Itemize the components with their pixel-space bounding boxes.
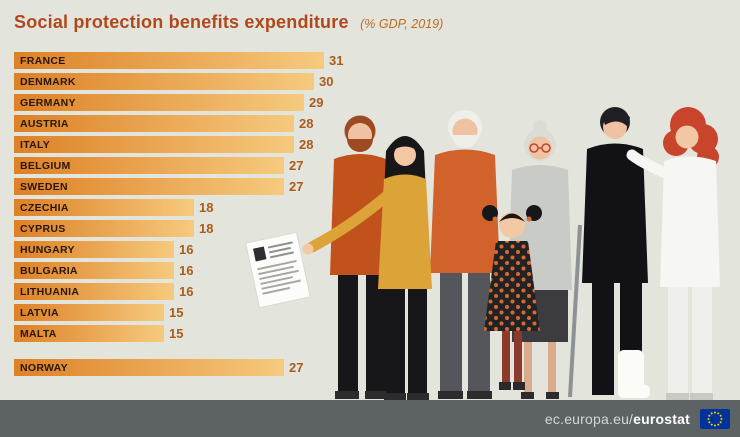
country-label: NORWAY bbox=[20, 361, 68, 374]
bar-row: ITALY 28 bbox=[14, 136, 364, 153]
bar-row: GERMANY 29 bbox=[14, 94, 364, 111]
chart-title: Social protection benefits expenditure bbox=[14, 12, 349, 32]
bar-row: LITHUANIA 16 bbox=[14, 283, 364, 300]
url-prefix: ec.europa.eu/ bbox=[544, 410, 634, 427]
bar: HUNGARY bbox=[14, 241, 174, 258]
bar-row: LATVIA 15 bbox=[14, 304, 364, 321]
person-young-woman bbox=[306, 136, 432, 400]
crutch-icon bbox=[568, 224, 582, 398]
value-label: 16 bbox=[179, 263, 194, 278]
url-brand: eurostat bbox=[633, 410, 690, 427]
chart-header: Social protection benefits expenditure (… bbox=[14, 12, 443, 33]
bar-row: BULGARIA 16 bbox=[14, 262, 364, 279]
value-label: 15 bbox=[169, 326, 184, 341]
bar-row: HUNGARY 16 bbox=[14, 241, 364, 258]
bar: CYPRUS bbox=[14, 220, 194, 237]
person-older-man bbox=[430, 110, 500, 399]
value-label: 27 bbox=[289, 158, 304, 173]
bar: LITHUANIA bbox=[14, 283, 174, 300]
bar-row: BELGIUM 27 bbox=[14, 157, 364, 174]
bar: MALTA bbox=[14, 325, 164, 342]
value-label: 27 bbox=[289, 360, 304, 375]
value-label: 30 bbox=[319, 74, 334, 89]
country-label: BULGARIA bbox=[20, 264, 78, 277]
bar-row: NORWAY 27 bbox=[14, 359, 364, 376]
bar: GERMANY bbox=[14, 94, 304, 111]
value-label: 28 bbox=[299, 137, 314, 152]
country-label: SWEDEN bbox=[20, 180, 68, 193]
country-label: CZECHIA bbox=[20, 201, 69, 214]
bar-row: CZECHIA 18 bbox=[14, 199, 364, 216]
country-label: MALTA bbox=[20, 327, 57, 340]
person-child bbox=[482, 205, 542, 390]
country-label: LATVIA bbox=[20, 306, 59, 319]
country-label: ITALY bbox=[20, 138, 51, 151]
eu-flag-icon bbox=[700, 408, 730, 429]
bar: BELGIUM bbox=[14, 157, 284, 174]
value-label: 16 bbox=[179, 242, 194, 257]
leg-cast-icon bbox=[618, 350, 644, 392]
bar: DENMARK bbox=[14, 73, 314, 90]
bar: LATVIA bbox=[14, 304, 164, 321]
value-label: 18 bbox=[199, 221, 214, 236]
glasses-icon bbox=[529, 143, 551, 153]
bar: ITALY bbox=[14, 136, 294, 153]
bar-row: AUSTRIA 28 bbox=[14, 115, 364, 132]
footer-bar: ec.europa.eu/eurostat bbox=[0, 400, 740, 437]
bar: AUSTRIA bbox=[14, 115, 294, 132]
country-label: BELGIUM bbox=[20, 159, 71, 172]
bar: FRANCE bbox=[14, 52, 324, 69]
bar-row: FRANCE 31 bbox=[14, 52, 364, 69]
person-nurse bbox=[626, 107, 720, 400]
bar-chart: FRANCE 31 DENMARK 30 GERMANY 29 AUSTRIA 28 ITALY… bbox=[14, 52, 364, 380]
country-label: LITHUANIA bbox=[20, 285, 80, 298]
value-label: 16 bbox=[179, 284, 194, 299]
document-paper-icon bbox=[245, 231, 311, 309]
country-label: DENMARK bbox=[20, 75, 76, 88]
value-label: 29 bbox=[309, 95, 324, 110]
chart-subtitle: (% GDP, 2019) bbox=[360, 17, 444, 31]
bar: SWEDEN bbox=[14, 178, 284, 195]
value-label: 18 bbox=[199, 200, 214, 215]
value-label: 28 bbox=[299, 116, 314, 131]
country-label: AUSTRIA bbox=[20, 117, 69, 130]
eurostat-url: ec.europa.eu/eurostat bbox=[545, 411, 690, 427]
person-suit-man bbox=[582, 107, 650, 398]
value-label: 15 bbox=[169, 305, 184, 320]
bar: CZECHIA bbox=[14, 199, 194, 216]
bar-row: CYPRUS 18 bbox=[14, 220, 364, 237]
bar-row: SWEDEN 27 bbox=[14, 178, 364, 195]
bar-row: MALTA 15 bbox=[14, 325, 364, 342]
bar: NORWAY bbox=[14, 359, 284, 376]
country-label: HUNGARY bbox=[20, 243, 75, 256]
value-label: 31 bbox=[329, 53, 344, 68]
country-label: GERMANY bbox=[20, 96, 76, 109]
country-label: FRANCE bbox=[20, 54, 66, 67]
country-label: CYPRUS bbox=[20, 222, 66, 235]
value-label: 27 bbox=[289, 179, 304, 194]
hand bbox=[302, 243, 314, 255]
bar-row: DENMARK 30 bbox=[14, 73, 364, 90]
leg-cast-foot bbox=[618, 385, 650, 398]
people-illustration bbox=[245, 107, 720, 400]
bar: BULGARIA bbox=[14, 262, 174, 279]
